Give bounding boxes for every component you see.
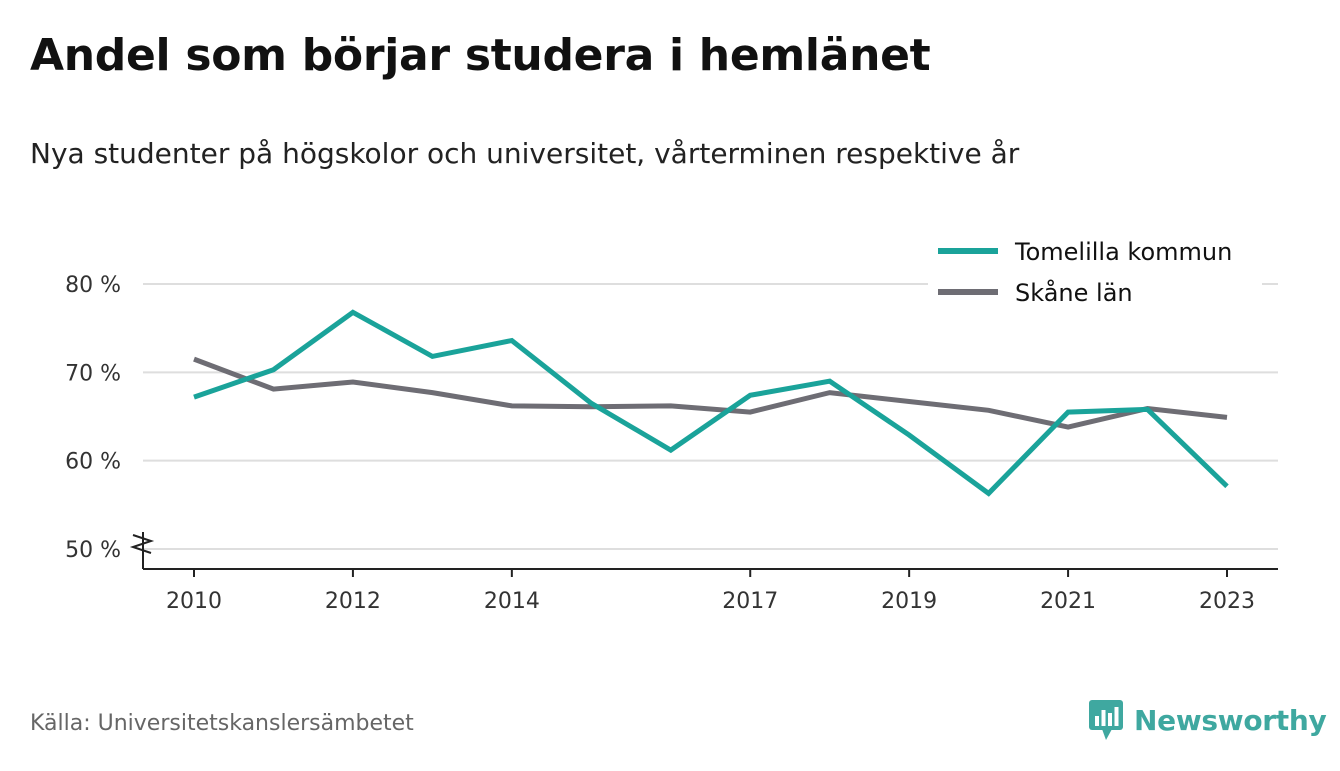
x-tick-label: 2010 <box>166 589 222 614</box>
chart-title: Andel som börjar studera i hemlänet <box>30 30 931 81</box>
brand-name: Newsworthy <box>1134 703 1327 737</box>
x-tick-label: 2017 <box>722 589 778 614</box>
x-tick-label: 2012 <box>325 589 381 614</box>
legend-background <box>928 232 1262 312</box>
legend-label-0: Tomelilla kommun <box>1014 238 1232 266</box>
series-line-1 <box>193 356 1228 430</box>
source-note: Källa: Universitetskanslersämbetet <box>30 711 414 736</box>
y-tick-label: 80 % <box>65 273 121 298</box>
brand-logo: Newsworthy <box>1088 698 1327 742</box>
x-tick-label: 2021 <box>1040 589 1096 614</box>
newsworthy-logo-icon <box>1089 700 1123 740</box>
legend-label-1: Skåne län <box>1015 278 1133 307</box>
chart-subtitle: Nya studenter på högskolor och universit… <box>30 137 1020 170</box>
x-tick-label: 2014 <box>484 589 540 614</box>
axis-break-icon <box>129 534 155 554</box>
x-tick-label: 2019 <box>881 589 937 614</box>
y-tick-label: 50 % <box>65 538 121 563</box>
y-tick-label: 70 % <box>65 361 121 386</box>
x-tick-label: 2023 <box>1199 589 1255 614</box>
y-tick-label: 60 % <box>65 450 121 475</box>
series-line-0 <box>193 309 1229 497</box>
